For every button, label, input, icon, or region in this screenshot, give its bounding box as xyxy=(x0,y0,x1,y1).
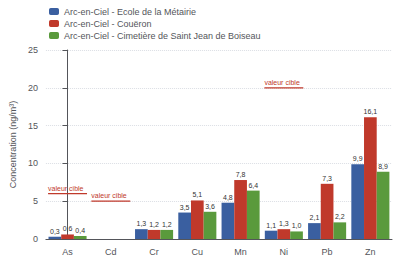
svg-text:6,4: 6,4 xyxy=(248,182,258,189)
svg-text:Mn: Mn xyxy=(234,247,247,257)
svg-text:Arc-en-Ciel - Ecole de la Méta: Arc-en-Ciel - Ecole de la Métairie xyxy=(64,7,196,17)
svg-text:1,3: 1,3 xyxy=(137,220,147,227)
svg-text:valeur cible: valeur cible xyxy=(91,192,127,199)
svg-text:20: 20 xyxy=(28,83,38,93)
svg-text:1,2: 1,2 xyxy=(149,221,159,228)
svg-text:3,6: 3,6 xyxy=(205,203,215,210)
svg-text:Concentration (ng/m³): Concentration (ng/m³) xyxy=(8,101,18,189)
svg-text:0,3: 0,3 xyxy=(50,228,60,235)
svg-text:valeur cible: valeur cible xyxy=(48,185,84,192)
svg-text:25: 25 xyxy=(28,45,38,55)
svg-text:As: As xyxy=(62,247,73,257)
svg-text:Zn: Zn xyxy=(365,247,376,257)
svg-text:15: 15 xyxy=(28,121,38,131)
svg-text:0,6: 0,6 xyxy=(63,225,73,232)
svg-text:10: 10 xyxy=(28,158,38,168)
svg-text:Ni: Ni xyxy=(280,247,289,257)
svg-text:3,5: 3,5 xyxy=(180,204,190,211)
svg-text:1,0: 1,0 xyxy=(292,222,302,229)
svg-text:valeur cible: valeur cible xyxy=(264,79,300,86)
svg-text:1,1: 1,1 xyxy=(266,222,276,229)
svg-text:1,2: 1,2 xyxy=(162,221,172,228)
svg-text:7,3: 7,3 xyxy=(322,175,332,182)
svg-text:1,3: 1,3 xyxy=(279,220,289,227)
svg-text:7,8: 7,8 xyxy=(236,171,246,178)
svg-text:Arc-en-Ciel - Couëron: Arc-en-Ciel - Couëron xyxy=(64,19,152,29)
svg-text:Pb: Pb xyxy=(322,247,333,257)
svg-text:8,9: 8,9 xyxy=(378,163,388,170)
svg-text:0,4: 0,4 xyxy=(75,227,85,234)
svg-text:16,1: 16,1 xyxy=(364,108,378,115)
svg-text:4,8: 4,8 xyxy=(223,194,233,201)
svg-text:5,1: 5,1 xyxy=(192,191,202,198)
svg-text:Cu: Cu xyxy=(192,247,204,257)
svg-text:0: 0 xyxy=(33,234,38,244)
svg-text:2,1: 2,1 xyxy=(310,214,320,221)
svg-text:5: 5 xyxy=(33,196,38,206)
svg-text:2,2: 2,2 xyxy=(335,213,345,220)
svg-text:Cr: Cr xyxy=(149,247,159,257)
svg-text:Cd: Cd xyxy=(105,247,117,257)
svg-text:Arc-en-Ciel - Cimetière de Sai: Arc-en-Ciel - Cimetière de Saint Jean de… xyxy=(64,31,261,41)
svg-text:9,9: 9,9 xyxy=(353,155,363,162)
